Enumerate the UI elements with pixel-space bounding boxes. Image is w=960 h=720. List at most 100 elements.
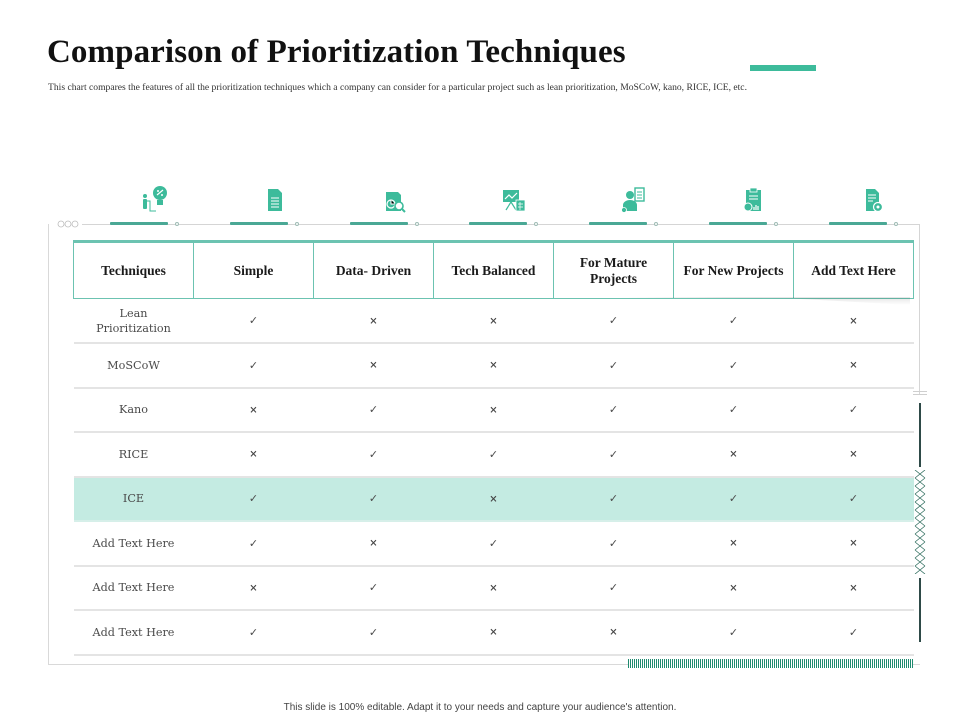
feature-cell: ✓ [313, 432, 434, 478]
feature-cell: ✓ [553, 476, 674, 522]
feature-cell: × [433, 387, 554, 433]
icon-column-7 [813, 182, 933, 228]
footer-note: This slide is 100% editable. Adapt it to… [283, 702, 677, 713]
check-icon: ✓ [608, 358, 619, 372]
technique-name: Kano [73, 387, 194, 433]
feature-cell: ✓ [553, 521, 674, 567]
feature-cell: × [793, 298, 914, 344]
check-icon: ✓ [248, 358, 259, 372]
table-row: RICE × ✓ ✓ ✓ × × [73, 432, 914, 478]
feature-cell: × [673, 565, 794, 611]
cross-icon: × [369, 360, 378, 372]
person-lightbulb-icon [143, 186, 167, 212]
table-body: Lean Prioritization ✓ × × ✓ ✓ × MoSCoW ✓ × × ✓ ✓ × Kan… [73, 298, 914, 656]
check-icon: ✓ [368, 447, 379, 461]
header-mature-projects: For Mature Projects [553, 240, 674, 299]
feature-cell: ✓ [553, 343, 674, 389]
check-icon: ✓ [368, 492, 379, 506]
table-row: Kano × ✓ × ✓ ✓ ✓ [73, 387, 914, 433]
icon-underline [350, 222, 408, 225]
feature-cell: × [793, 343, 914, 389]
feature-cell: × [193, 565, 314, 611]
check-icon: ✓ [848, 625, 859, 639]
clipboard-gear-chart-icon [743, 187, 761, 212]
technique-name: Add Text Here [73, 565, 194, 611]
slide-subtitle: This chart compares the features of all … [48, 82, 747, 93]
icon-column-4 [453, 182, 573, 228]
cross-icon: × [249, 404, 258, 416]
icon-dot [654, 222, 658, 226]
frame-right-line [919, 224, 920, 394]
feature-cell: × [673, 521, 794, 567]
check-icon: ✓ [608, 581, 619, 595]
feature-cell: × [793, 521, 914, 567]
check-icon: ✓ [728, 492, 739, 506]
table-frame [48, 224, 920, 665]
feature-cell: ✓ [553, 432, 674, 478]
feature-cell: ✓ [193, 610, 314, 656]
zigzag-decoration [914, 470, 926, 574]
icon-dot [415, 222, 419, 226]
cross-icon: × [849, 582, 858, 594]
feature-cell: × [313, 298, 434, 344]
feature-cell: ✓ [433, 521, 554, 567]
feature-cell: × [433, 565, 554, 611]
feature-cell: ✓ [553, 387, 674, 433]
feature-cell: ✓ [313, 476, 434, 522]
cross-icon: × [369, 538, 378, 550]
table-row: Add Text Here ✓ ✓ × × ✓ ✓ [73, 610, 914, 656]
cross-icon: × [849, 315, 858, 327]
feature-cell: × [553, 610, 674, 656]
check-icon: ✓ [248, 625, 259, 639]
check-icon: ✓ [728, 314, 739, 327]
cross-icon: × [249, 449, 258, 461]
feature-cell: ✓ [193, 298, 314, 344]
check-icon: ✓ [848, 492, 859, 506]
icon-underline [110, 222, 168, 225]
feature-cell: ✓ [673, 476, 794, 522]
check-icon: ✓ [248, 314, 259, 327]
check-icon: ✓ [248, 492, 259, 506]
icon-dot [894, 222, 898, 226]
check-icon: ✓ [728, 625, 739, 639]
title-accent-bar [750, 65, 816, 71]
document-icon [268, 189, 282, 211]
comparison-table: Techniques Simple Data- Driven Tech Bala… [73, 240, 914, 656]
feature-cell: ✓ [673, 298, 794, 344]
cross-icon: × [489, 360, 498, 372]
check-icon: ✓ [488, 536, 499, 550]
check-icon: ✓ [248, 536, 259, 550]
icon-dot [534, 222, 538, 226]
feature-cell: ✓ [793, 476, 914, 522]
feature-cell: × [793, 565, 914, 611]
cross-icon: × [489, 627, 498, 639]
cross-icon: × [489, 315, 498, 327]
feature-cell: ✓ [793, 610, 914, 656]
check-icon: ✓ [368, 625, 379, 639]
icon-underline [709, 222, 767, 225]
table-row: ICE ✓ ✓ × ✓ ✓ ✓ [73, 476, 914, 522]
feature-cell: × [313, 343, 434, 389]
cross-icon: × [729, 538, 738, 550]
cross-icon: × [249, 582, 258, 594]
feature-cell: × [793, 432, 914, 478]
feature-cell: ✓ [673, 343, 794, 389]
feature-cell: ✓ [793, 387, 914, 433]
icon-underline [230, 222, 288, 225]
icon-column-3 [334, 182, 454, 228]
frame-right-accent-top [919, 403, 921, 467]
check-icon: ✓ [368, 403, 379, 417]
feature-cell: ✓ [553, 298, 674, 344]
technique-name: ICE [73, 476, 194, 522]
icon-dot [774, 222, 778, 226]
feature-cell: × [313, 521, 434, 567]
check-icon: ✓ [848, 403, 859, 417]
check-icon: ✓ [608, 447, 619, 461]
feature-cell: × [193, 387, 314, 433]
icon-dot [295, 222, 299, 226]
table-row: MoSCoW ✓ × × ✓ ✓ × [73, 343, 914, 389]
header-simple: Simple [193, 240, 314, 299]
cross-icon: × [849, 360, 858, 372]
technique-name: RICE [73, 432, 194, 478]
cross-icon: × [729, 582, 738, 594]
